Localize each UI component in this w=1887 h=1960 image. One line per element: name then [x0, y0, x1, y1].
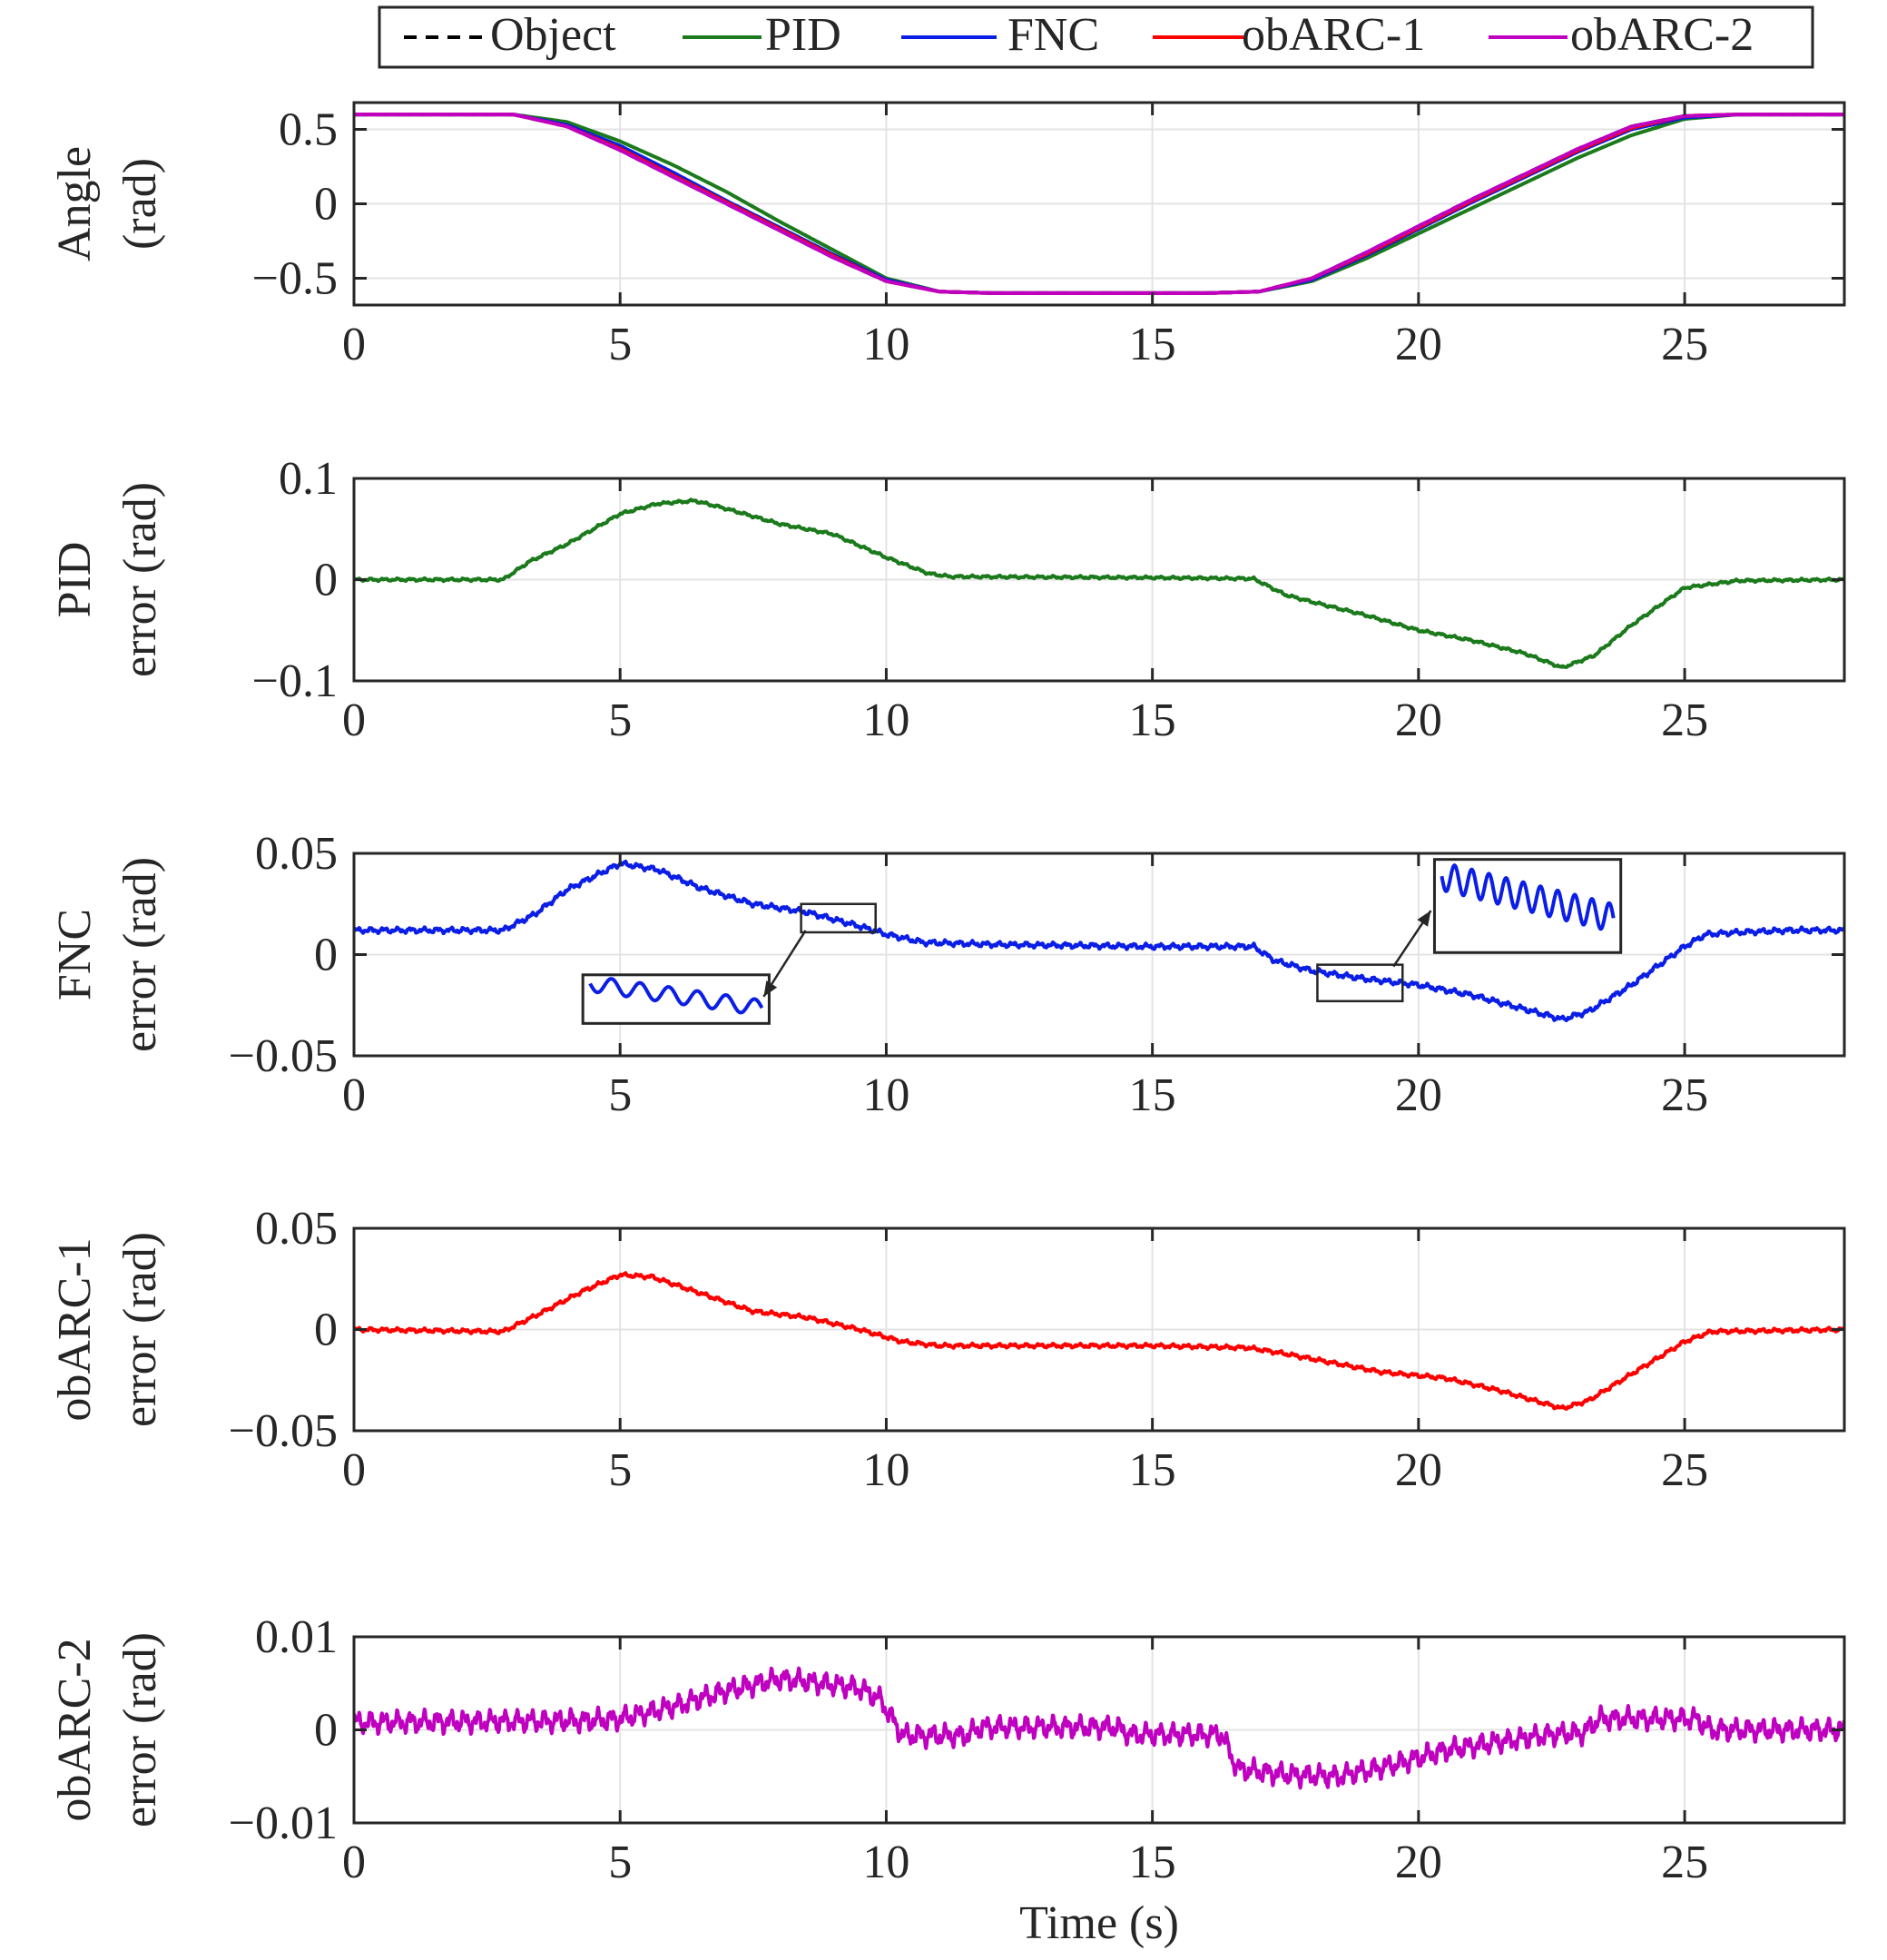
y-tick-label: 0 [314, 555, 338, 606]
legend-box [378, 5, 1814, 69]
legend-entry-pid: PID [683, 9, 841, 61]
x-tick-label: 25 [1661, 694, 1708, 746]
x-tick-label: 20 [1395, 1069, 1442, 1121]
y-axis-label: FNC error (rad) [49, 857, 166, 1052]
y-axis-label-line: FNC [49, 909, 101, 1000]
x-tick-label: 10 [862, 1837, 909, 1888]
y-tick-label: 0 [314, 1705, 338, 1757]
y-tick-label: 0.1 [279, 453, 338, 505]
series-group [354, 859, 1844, 1022]
x-tick-label: 25 [1661, 319, 1708, 370]
legend-label-fnc: FNC [1007, 9, 1099, 61]
x-tick-label: 5 [608, 1069, 632, 1121]
y-axis-label-line: obARC-2 [49, 1638, 101, 1821]
x-tick-label: 20 [1395, 319, 1442, 370]
legend-label-obarc1: obARC-1 [1242, 9, 1425, 61]
y-tick-label: 0 [314, 930, 338, 981]
zoom-arrow-head [763, 980, 778, 997]
series-group [354, 497, 1844, 669]
y-tick-label: 0 [314, 1305, 338, 1356]
y-axis-label: PID error (rad) [49, 482, 166, 677]
zoom-inset-line [1440, 863, 1616, 931]
x-tick-label: 10 [862, 694, 909, 746]
legend-label-object: Object [490, 9, 616, 61]
y-axis-label: Angle (rad) [49, 146, 166, 261]
x-tick-label: 0 [342, 694, 366, 746]
zoom-arrow-head [1417, 911, 1431, 927]
x-tick-label: 15 [1129, 1444, 1176, 1496]
y-tick-label: 0.01 [255, 1611, 338, 1663]
x-tick-label: 25 [1661, 1069, 1708, 1121]
x-tick-label: 10 [862, 1069, 909, 1121]
y-axis-label: obARC-2 error (rad) [49, 1632, 166, 1827]
legend-entry-obarc1: obARC-1 [1153, 9, 1425, 61]
y-axis-label-line: Angle [49, 146, 101, 261]
series-group [354, 113, 1844, 295]
y-axis-label-line: error (rad) [114, 1632, 166, 1827]
y-tick-label: −0.05 [229, 1030, 338, 1082]
x-tick-label: 25 [1661, 1837, 1708, 1888]
series-line-pid [354, 497, 1844, 669]
zoom-target-box [800, 902, 877, 934]
x-tick-label: 20 [1395, 694, 1442, 746]
legend-entry-object: Object [404, 9, 616, 61]
legend: Object PID FNC obARC-1 obARC-2 [378, 5, 1814, 69]
y-tick-label: −0.5 [252, 252, 338, 304]
x-tick-label: 5 [608, 319, 632, 370]
y-axis-label-line: (rad) [114, 158, 166, 250]
x-tick-label: 0 [342, 1444, 366, 1496]
x-tick-label: 15 [1129, 694, 1176, 746]
x-tick-label: 15 [1129, 1837, 1176, 1888]
y-axis-label-line: PID [49, 542, 101, 618]
x-tick-label: 0 [342, 1837, 366, 1888]
x-tick-label: 0 [342, 1069, 366, 1121]
y-tick-label: 0 [314, 179, 338, 231]
y-axis-label-line: error (rad) [114, 857, 166, 1052]
x-tick-label: 20 [1395, 1444, 1442, 1496]
legend-entry-fnc: FNC [901, 9, 1099, 61]
series-line-obarc1 [354, 1271, 1844, 1411]
x-tick-label: 10 [862, 319, 909, 370]
y-axis-label-line: error (rad) [114, 1232, 166, 1427]
legend-label-pid: PID [765, 9, 841, 61]
series-group [354, 1666, 1844, 1790]
y-axis-label-line: error (rad) [114, 482, 166, 677]
legend-entry-obarc2: obARC-2 [1489, 9, 1754, 61]
x-tick-label: 20 [1395, 1837, 1442, 1888]
x-tick-label: 5 [608, 1444, 632, 1496]
y-tick-label: −0.1 [252, 655, 338, 707]
x-tick-label: 25 [1661, 1444, 1708, 1496]
y-tick-label: −0.01 [229, 1797, 338, 1849]
x-tick-label: 15 [1129, 319, 1176, 370]
legend-label-obarc2: obARC-2 [1570, 9, 1754, 61]
series-line-obarc2 [354, 1666, 1844, 1790]
zoom-inset-line [588, 977, 764, 1015]
x-axis-label: Time (s) [1019, 1897, 1179, 1949]
y-axis-label-line: obARC-1 [49, 1237, 101, 1421]
y-tick-label: 0.5 [279, 104, 338, 156]
x-tick-label: 10 [862, 1444, 909, 1496]
series-line-obarc2 [354, 113, 1844, 295]
y-tick-label: −0.05 [229, 1405, 338, 1457]
series-line-fnc [354, 859, 1844, 1022]
zoom-inset-2 [1316, 858, 1623, 1003]
y-tick-label: 0.05 [255, 1203, 338, 1255]
x-tick-label: 5 [608, 694, 632, 746]
series-group [354, 1271, 1844, 1411]
x-tick-label: 0 [342, 319, 366, 370]
zoom-target-box [1316, 963, 1404, 1003]
x-tick-label: 5 [608, 1837, 632, 1888]
x-tick-label: 15 [1129, 1069, 1176, 1121]
zoom-inset-1 [581, 902, 877, 1025]
y-tick-label: 0.05 [255, 828, 338, 880]
y-axis-label: obARC-1 error (rad) [49, 1232, 166, 1427]
